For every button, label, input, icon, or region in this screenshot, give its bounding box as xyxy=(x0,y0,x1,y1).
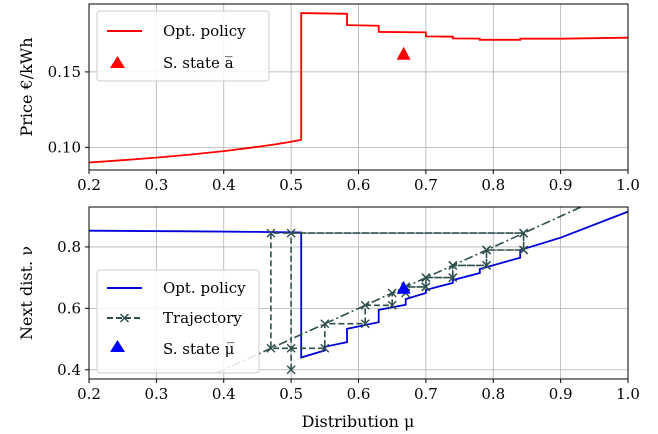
distribution-legend: Opt. policy Trajectory S. state μ̅ xyxy=(96,269,260,374)
x-tick-label: 0.3 xyxy=(144,385,168,403)
trajectory-point xyxy=(519,228,529,238)
x-tick-label: 0.5 xyxy=(279,385,303,403)
distribution-panel: 0.2 0.3 0.4 0.5 0.6 0.7 0.8 0.9 1.0 0.4 0.6 0.8 Nex… xyxy=(17,206,640,431)
x-tick-label: 0.8 xyxy=(481,176,505,194)
trajectory-point xyxy=(448,273,458,283)
distribution-ticks: 0.2 0.3 0.4 0.5 0.6 0.7 0.8 0.9 1.0 0.4 0.6 0.8 xyxy=(57,238,640,403)
price-legend-box xyxy=(96,10,270,82)
x-tick-label: 0.7 xyxy=(414,385,438,403)
trajectory-point xyxy=(387,300,397,310)
trajectory-point xyxy=(360,300,370,310)
distribution-xlabel: Distribution μ xyxy=(302,412,415,431)
price-legend: Opt. policy S. state a̅ xyxy=(96,10,270,82)
trajectory-point xyxy=(320,319,330,329)
y-tick-label: 0.8 xyxy=(57,238,81,256)
trajectory-point xyxy=(421,273,431,283)
price-ylabel: Price €/kWh xyxy=(17,37,36,136)
legend-label-opt-policy: Opt. policy xyxy=(163,22,246,40)
legend-triangle-marker-dist xyxy=(110,340,125,352)
trajectory-point xyxy=(387,288,397,298)
distribution-ylabel: Next dist. ν xyxy=(17,246,36,340)
distribution-legend-box xyxy=(96,269,260,374)
y-tick-label: 0.6 xyxy=(57,299,81,317)
steady-state-marker xyxy=(396,280,411,294)
x-tick-label: 0.3 xyxy=(144,176,168,194)
price-plot-area xyxy=(89,12,628,164)
legend-label-steady-state: S. state a̅ xyxy=(163,54,234,72)
identity-line xyxy=(216,207,583,374)
x-tick-label: 0.5 xyxy=(279,176,303,194)
y-tick-label: 0.10 xyxy=(48,138,81,156)
distribution-plot-area xyxy=(89,207,628,375)
x-tick-label: 0.7 xyxy=(414,176,438,194)
trajectory-point xyxy=(286,343,296,353)
x-tick-label: 0.2 xyxy=(77,176,101,194)
trajectory-point xyxy=(448,260,458,270)
trajectory-point xyxy=(360,319,370,329)
x-tick-label: 0.2 xyxy=(77,385,101,403)
trajectory-point xyxy=(286,365,296,375)
legend-label-trajectory: Trajectory xyxy=(163,309,242,327)
price-ticks: 0.2 0.3 0.4 0.5 0.6 0.7 0.8 0.9 1.0 0.10 0.15 xyxy=(48,63,640,194)
series-line-opt-policy xyxy=(89,210,628,359)
x-tick-label: 1.0 xyxy=(616,176,640,194)
trajectory-point xyxy=(421,282,431,292)
price-panel: 0.2 0.3 0.4 0.5 0.6 0.7 0.8 0.9 1.0 0.10 0.15 Pric… xyxy=(17,3,640,194)
x-tick-label: 0.8 xyxy=(481,385,505,403)
x-tick-label: 0.9 xyxy=(549,176,573,194)
y-tick-label: 0.15 xyxy=(48,63,81,81)
trajectory-point xyxy=(286,228,296,238)
legend-x-marker xyxy=(119,313,130,323)
trajectory-point xyxy=(482,260,492,270)
x-tick-label: 1.0 xyxy=(616,385,640,403)
x-tick-label: 0.4 xyxy=(212,176,236,194)
trajectory-point xyxy=(482,245,492,255)
trajectory-point xyxy=(266,228,276,238)
x-tick-label: 0.4 xyxy=(212,385,236,403)
trajectory-point xyxy=(519,245,529,255)
trajectory-point xyxy=(266,343,276,353)
legend-triangle-marker xyxy=(110,56,125,68)
x-tick-label: 0.6 xyxy=(347,385,371,403)
steady-state-marker xyxy=(396,46,411,60)
series-line-opt-policy xyxy=(89,12,628,164)
legend-label-steady-state-dist: S. state μ̅ xyxy=(163,340,235,358)
legend-label-opt-policy-dist: Opt. policy xyxy=(163,279,246,297)
y-tick-label: 0.4 xyxy=(57,361,81,379)
x-tick-label: 0.6 xyxy=(347,176,371,194)
trajectory-point xyxy=(320,343,330,353)
x-tick-label: 0.9 xyxy=(549,385,573,403)
trajectory-line xyxy=(270,232,525,370)
